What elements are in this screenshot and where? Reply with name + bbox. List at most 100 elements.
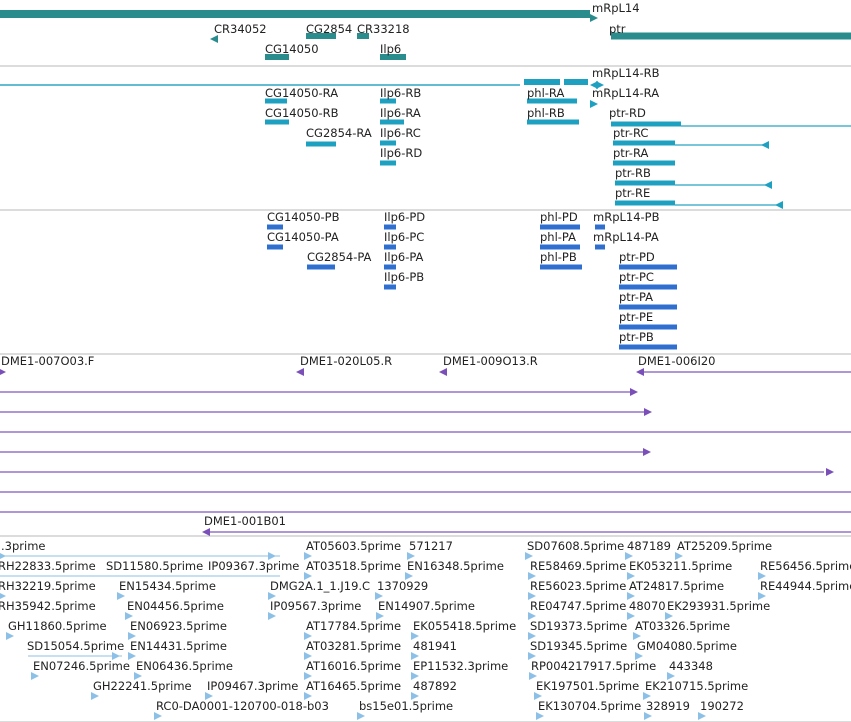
feature-transcript[interactable]: phl-RA: [527, 86, 577, 104]
feature-bar[interactable]: [267, 244, 283, 250]
feature-bar[interactable]: [306, 141, 336, 147]
feature-transcript[interactable]: phl-RB: [527, 106, 579, 125]
feature-protein[interactable]: ptr-PC: [619, 270, 677, 290]
feature-gene[interactable]: CR34052: [210, 22, 267, 43]
feature-est[interactable]: GM04080.5prime: [635, 639, 737, 660]
feature-bar[interactable]: [613, 160, 675, 166]
feature-est[interactable]: EN06923.5prime: [128, 619, 227, 640]
feature-est[interactable]: AT25209.5prime: [675, 539, 772, 560]
feature-bar[interactable]: [540, 224, 580, 230]
feature-bar[interactable]: [613, 140, 675, 146]
feature-est[interactable]: SD15054.5prime: [27, 639, 124, 660]
feature-protein[interactable]: ptr-PE: [619, 310, 677, 330]
feature-bar[interactable]: [380, 160, 396, 166]
feature-protein[interactable]: phl-PD: [540, 210, 580, 230]
feature-gene[interactable]: Ilp6: [380, 42, 406, 60]
feature-est[interactable]: EN16348.5prime: [405, 559, 504, 580]
feature-est[interactable]: RE56023.5prime: [528, 579, 626, 600]
feature-est[interactable]: EP11532.3prime: [411, 659, 508, 680]
feature-est[interactable]: AT05603.5prime: [304, 539, 401, 560]
feature-bar[interactable]: [564, 79, 588, 85]
feature-est[interactable]: IP09467.3prime: [205, 679, 298, 700]
feature-protein[interactable]: Ilp6-PB: [384, 270, 424, 290]
feature-est[interactable]: EN15434.5prime: [117, 579, 216, 600]
feature-est[interactable]: EK210715.5prime: [643, 679, 748, 700]
feature-clone[interactable]: [0, 448, 651, 456]
feature-est[interactable]: EN14431.5prime: [128, 639, 227, 660]
feature-est[interactable]: SD11580.5prime: [106, 552, 278, 573]
feature-clone[interactable]: [0, 431, 851, 433]
feature-clone[interactable]: [0, 408, 652, 416]
feature-transcript[interactable]: mRpL14-RA: [590, 86, 659, 108]
feature-transcript[interactable]: Ilp6-RB: [380, 86, 421, 104]
feature-est[interactable]: GH22241.5prime: [91, 679, 192, 700]
feature-clone[interactable]: DME1-007O03.F: [0, 354, 94, 376]
feature-transcript[interactable]: ptr-RC: [613, 126, 769, 149]
feature-clone[interactable]: [0, 511, 851, 513]
feature-transcript[interactable]: CG2854-RA: [306, 126, 372, 147]
feature-est[interactable]: RE44944.5prime: [758, 579, 851, 600]
feature-clone[interactable]: [0, 388, 638, 396]
feature-bar[interactable]: [611, 32, 851, 40]
feature-bar[interactable]: [0, 391, 630, 393]
feature-bar[interactable]: [380, 140, 396, 146]
feature-bar[interactable]: [28, 655, 122, 657]
feature-est[interactable]: SD19345.5prime: [528, 639, 627, 660]
feature-bar[interactable]: [619, 304, 677, 310]
feature-est[interactable]: AT03281.5prime: [304, 639, 401, 660]
feature-bar[interactable]: [619, 324, 677, 330]
feature-bar[interactable]: [0, 451, 644, 453]
feature-bar[interactable]: [0, 471, 824, 473]
feature-clone[interactable]: DME1-009O13.R: [439, 354, 538, 376]
feature-est[interactable]: 328919: [644, 699, 690, 720]
feature-bar[interactable]: [615, 200, 675, 206]
feature-protein[interactable]: Ilp6-PD: [384, 210, 425, 230]
feature-est[interactable]: 443348: [667, 659, 713, 680]
feature-gene[interactable]: CR33218: [357, 22, 410, 39]
feature-bar[interactable]: [0, 431, 851, 433]
feature-protein[interactable]: Ilp6-PC: [384, 230, 424, 250]
feature-est[interactable]: AT03518.5prime: [304, 559, 401, 580]
feature-est[interactable]: SD19373.5prime: [528, 619, 627, 640]
feature-bar[interactable]: [0, 84, 520, 86]
feature-protein[interactable]: CG14050-PA: [267, 230, 339, 250]
feature-est[interactable]: RH32219.5prime: [0, 575, 280, 594]
feature-transcript[interactable]: CG14050-RB: [265, 106, 339, 125]
feature-bar[interactable]: [0, 511, 851, 513]
feature-est[interactable]: EN07246.5prime: [31, 659, 130, 680]
feature-est[interactable]: RE58469.5prime: [528, 559, 626, 580]
feature-bar[interactable]: [611, 121, 681, 127]
feature-bar[interactable]: [306, 33, 336, 39]
feature-transcript[interactable]: ptr-RD: [609, 106, 851, 127]
feature-bar[interactable]: [540, 264, 582, 270]
feature-gene[interactable]: CG2854: [306, 22, 352, 39]
feature-gene[interactable]: ptr: [609, 22, 851, 40]
feature-protein[interactable]: mRpL14-PB: [593, 210, 660, 230]
feature-transcript[interactable]: mRpL14-RB: [0, 66, 660, 89]
feature-bar[interactable]: [527, 98, 577, 104]
feature-bar[interactable]: [380, 119, 404, 125]
feature-est[interactable]: AT16465.5prime: [304, 679, 401, 700]
feature-est[interactable]: AT24817.5prime: [627, 579, 724, 600]
feature-clone[interactable]: DME1-001B01: [202, 514, 851, 536]
feature-est[interactable]: IP09567.3prime: [268, 599, 361, 620]
feature-est[interactable]: EK130704.5prime: [536, 699, 641, 720]
feature-transcript[interactable]: ptr-RB: [615, 166, 772, 189]
feature-est[interactable]: bs15e01.5prime: [357, 699, 453, 720]
feature-est[interactable]: 487189: [625, 539, 671, 560]
feature-est[interactable]: RP004217917.5prime: [529, 659, 656, 680]
feature-est[interactable]: 481941: [411, 639, 457, 660]
feature-bar[interactable]: [595, 244, 605, 250]
feature-bar[interactable]: [619, 344, 677, 350]
feature-bar[interactable]: [307, 264, 335, 270]
feature-bar[interactable]: [0, 491, 851, 493]
feature-bar[interactable]: [681, 125, 851, 127]
feature-bar[interactable]: [640, 371, 851, 373]
feature-est[interactable]: EK053211.5prime: [627, 559, 732, 580]
feature-transcript[interactable]: Ilp6-RD: [380, 146, 422, 166]
feature-protein[interactable]: mRpL14-PA: [593, 230, 659, 250]
feature-protein[interactable]: ptr-PA: [619, 290, 677, 310]
feature-protein[interactable]: ptr-PD: [619, 250, 677, 270]
feature-bar[interactable]: [0, 10, 590, 18]
feature-est[interactable]: AT17784.5prime: [304, 619, 401, 640]
